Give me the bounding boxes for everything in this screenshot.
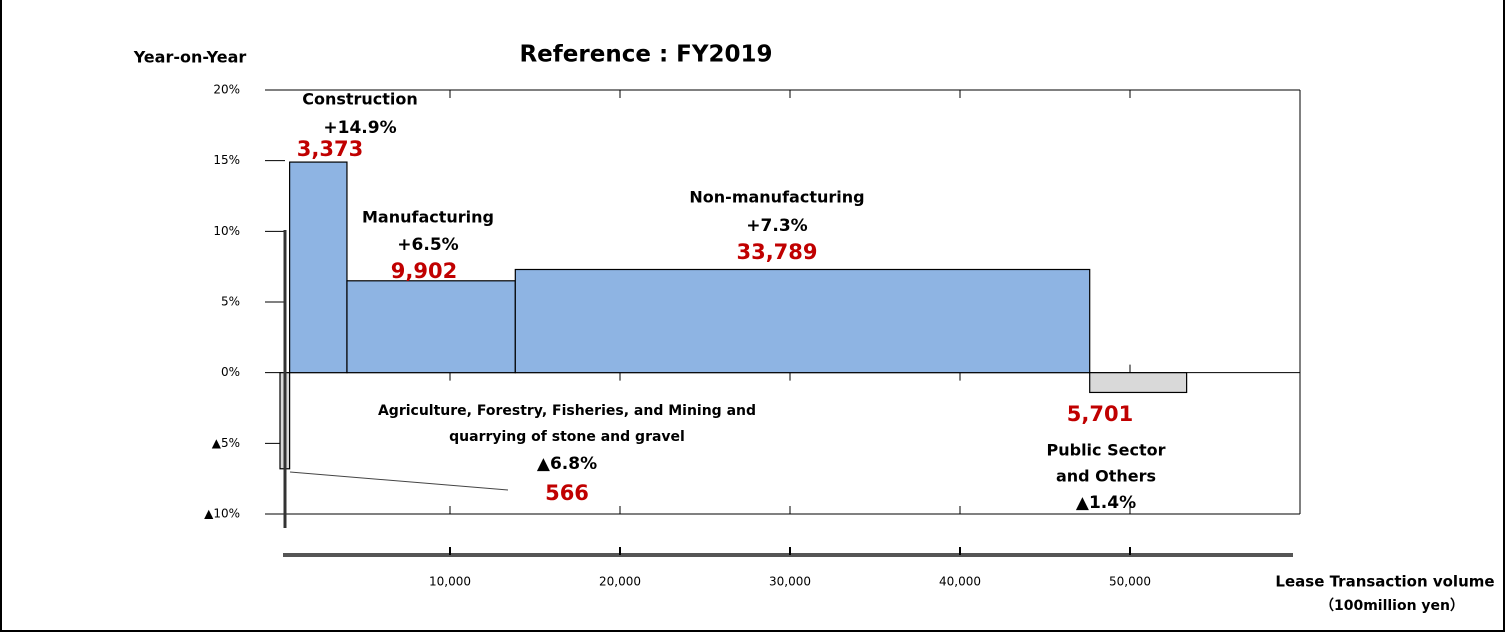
y-tick-label: ▲5% (212, 436, 240, 450)
segment-label: Construction (302, 90, 418, 109)
segment-label: Non-manufacturing (689, 188, 864, 207)
y-axis-label: Year-on-Year (133, 48, 247, 67)
width-label: 5,701 (1067, 402, 1133, 426)
y-tick-label: 5% (221, 295, 240, 309)
x-tick-label: 20,000 (599, 575, 641, 589)
width-label: 33,789 (736, 240, 817, 264)
bar (289, 161, 348, 374)
x-tick-label: 40,000 (939, 575, 981, 589)
x-tick-label: 30,000 (769, 575, 811, 589)
y-tick-label: 10% (213, 224, 240, 238)
chart-title: Reference : FY2019 (519, 42, 772, 68)
segment-label: Manufacturing (362, 208, 494, 227)
segment-label: quarrying of stone and gravel (449, 429, 685, 445)
width-label: 9,902 (391, 259, 457, 283)
value-label: ▲6.8% (537, 454, 597, 474)
y-tick-label: 0% (221, 365, 240, 379)
value-label: +14.9% (323, 118, 396, 138)
segment-label: Agriculture, Forestry, Fisheries, and Mi… (378, 403, 756, 419)
segment-label: and Others (1056, 467, 1156, 486)
bar (1089, 372, 1188, 394)
x-tick-label: 10,000 (429, 575, 471, 589)
leader-line (289, 471, 509, 491)
value-label: ▲1.4% (1076, 493, 1136, 513)
bar (514, 268, 1091, 374)
width-label: 566 (545, 481, 589, 505)
width-label: 3,373 (297, 137, 363, 161)
value-label: +7.3% (746, 216, 807, 236)
x-tick-label: 50,000 (1109, 575, 1151, 589)
y-tick-label: 20% (213, 83, 240, 97)
x-axis-label: Lease Transaction volume (1275, 573, 1494, 591)
value-label: +6.5% (397, 235, 458, 255)
y-tick-label: 15% (213, 153, 240, 167)
segment-label: Public Sector (1047, 441, 1166, 460)
x-axis-label: （100million yen） (1320, 598, 1464, 614)
bar (346, 280, 516, 374)
y-tick-label: ▲10% (204, 507, 240, 521)
